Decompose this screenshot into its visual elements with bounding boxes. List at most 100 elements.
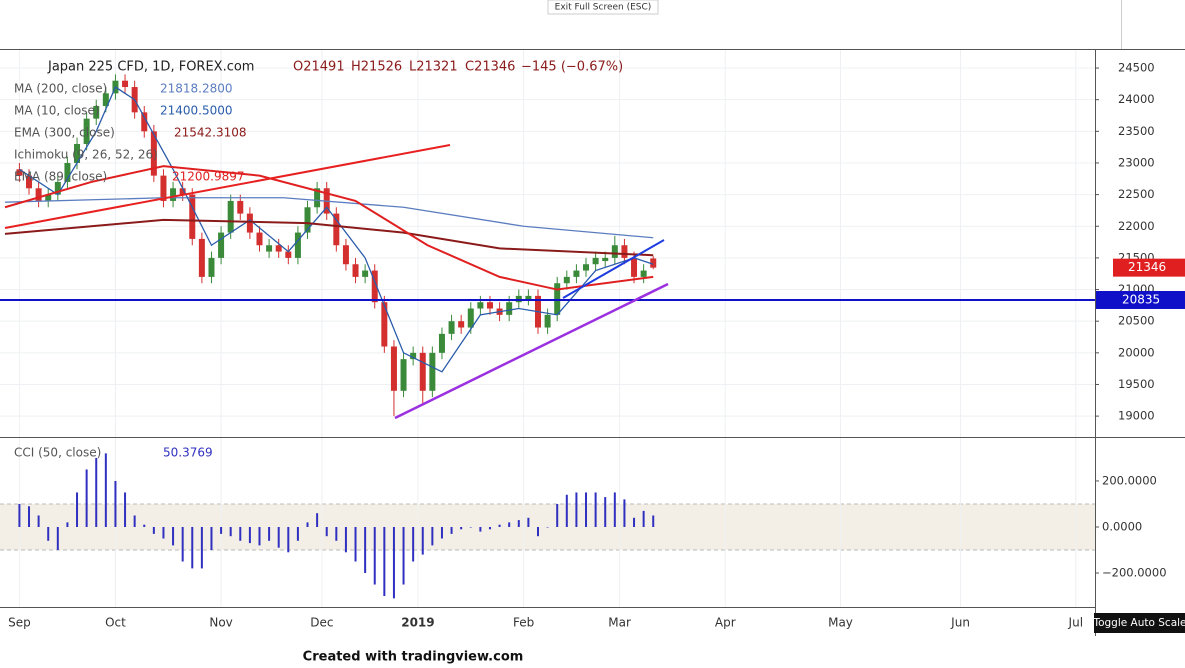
toggle-button-box[interactable] bbox=[1094, 613, 1185, 633]
candle-body bbox=[544, 314, 551, 328]
candle-body bbox=[237, 200, 244, 214]
indicator-name: EMA (300, close) bbox=[14, 126, 115, 140]
candle-body bbox=[275, 245, 282, 252]
candle-body bbox=[352, 264, 359, 277]
cci-bar bbox=[306, 522, 309, 527]
candle-body bbox=[458, 321, 465, 328]
candle-body bbox=[381, 302, 388, 347]
candle-body bbox=[631, 257, 638, 277]
cci-bar bbox=[181, 526, 184, 562]
cci-bar bbox=[344, 526, 347, 553]
candle-body bbox=[640, 270, 647, 277]
candle-body bbox=[438, 333, 445, 353]
candle-body bbox=[650, 258, 657, 268]
cci-bar bbox=[66, 522, 69, 527]
x-tick-label: Jun bbox=[950, 616, 970, 630]
footer: Created with tradingview.com bbox=[303, 650, 524, 665]
candle-body bbox=[285, 251, 292, 258]
y-tick-label: 24500 bbox=[1118, 61, 1155, 75]
cci-bar bbox=[565, 494, 568, 527]
candle-body bbox=[246, 213, 253, 233]
cci-bar bbox=[143, 524, 146, 527]
cci-bar bbox=[56, 526, 59, 550]
chart-title: Japan 225 CFD, 1D, FOREX.com bbox=[47, 60, 254, 75]
cci-bar bbox=[133, 515, 136, 527]
cci-bar bbox=[460, 526, 463, 530]
cci-bar bbox=[95, 457, 98, 527]
cci-bar bbox=[47, 526, 50, 541]
candle-body bbox=[486, 302, 493, 309]
candle-body bbox=[179, 188, 186, 195]
cci-bar bbox=[76, 492, 79, 527]
cci-bar bbox=[229, 526, 232, 537]
cci-bar bbox=[575, 492, 578, 527]
price-label: 20835 bbox=[1122, 292, 1160, 306]
cci-bar bbox=[18, 503, 21, 527]
candle-body bbox=[294, 232, 301, 258]
candle-body bbox=[304, 207, 311, 233]
candle-body bbox=[170, 188, 177, 201]
cci-bar bbox=[220, 526, 223, 534]
cci-bar bbox=[258, 526, 261, 546]
cci-bar bbox=[124, 492, 127, 527]
cci-bar bbox=[191, 526, 194, 569]
cci-bar bbox=[162, 526, 165, 539]
cci-bar bbox=[517, 520, 520, 527]
ohlc-value: H21526 bbox=[351, 60, 402, 75]
y-tick-label: 24000 bbox=[1118, 92, 1155, 106]
cci-bar bbox=[431, 526, 434, 546]
cci-bar bbox=[623, 499, 626, 527]
candle-body bbox=[150, 131, 157, 176]
price-label: 21346 bbox=[1128, 260, 1166, 274]
cci-bar bbox=[450, 526, 453, 534]
cci-bar bbox=[546, 526, 549, 528]
cci-bar bbox=[268, 526, 271, 541]
indicator-name: EMA (89, close) bbox=[14, 170, 107, 184]
candle-body bbox=[266, 245, 273, 252]
ohlc-value: O21491 bbox=[293, 60, 345, 75]
candle-body bbox=[45, 194, 52, 201]
candle-body bbox=[74, 143, 81, 163]
trend-line bbox=[562, 239, 665, 299]
x-tick-label: Oct bbox=[105, 616, 126, 630]
candle-body bbox=[611, 245, 618, 258]
indicator-value: 21400.5000 bbox=[160, 104, 233, 118]
indicator-name: CCI (50, close) bbox=[14, 446, 101, 460]
cci-bar bbox=[104, 453, 107, 527]
exit-button[interactable]: Exit Full Screen (ESC) bbox=[555, 3, 652, 13]
candle-body bbox=[83, 118, 90, 144]
exit-button-box[interactable] bbox=[547, 0, 659, 15]
candle-body bbox=[26, 175, 33, 189]
toggle-button[interactable]: Toggle Auto Scale bbox=[1092, 617, 1185, 629]
cci-bar bbox=[85, 469, 88, 527]
cci-bar bbox=[239, 526, 242, 541]
cci-bar bbox=[498, 524, 501, 527]
cci-bar bbox=[421, 526, 424, 555]
indicator-value: 21200.9897 bbox=[172, 170, 245, 184]
cci-bar bbox=[402, 526, 405, 585]
x-tick-label: Dec bbox=[310, 616, 333, 630]
cci-bar bbox=[248, 526, 251, 544]
candle-body bbox=[429, 352, 436, 391]
candle-body bbox=[400, 359, 407, 391]
indicator-line bbox=[19, 86, 654, 373]
cci-bar bbox=[287, 526, 290, 553]
candle-body bbox=[573, 270, 580, 277]
candle-body bbox=[54, 181, 61, 195]
cci-bar bbox=[412, 526, 415, 562]
price-label-box bbox=[1113, 258, 1185, 277]
cci-bar bbox=[354, 526, 357, 562]
cci-bar bbox=[296, 526, 299, 541]
cci-bar bbox=[652, 515, 655, 527]
cci-bar bbox=[383, 526, 386, 597]
cci-bar bbox=[585, 492, 588, 527]
cci-bar bbox=[440, 526, 443, 539]
cci-bar bbox=[364, 526, 367, 574]
y-tick-label: 20500 bbox=[1118, 314, 1155, 328]
candle-body bbox=[506, 302, 513, 315]
cci-bar bbox=[335, 526, 338, 541]
candle-body bbox=[602, 257, 609, 262]
candle-body bbox=[342, 245, 349, 265]
